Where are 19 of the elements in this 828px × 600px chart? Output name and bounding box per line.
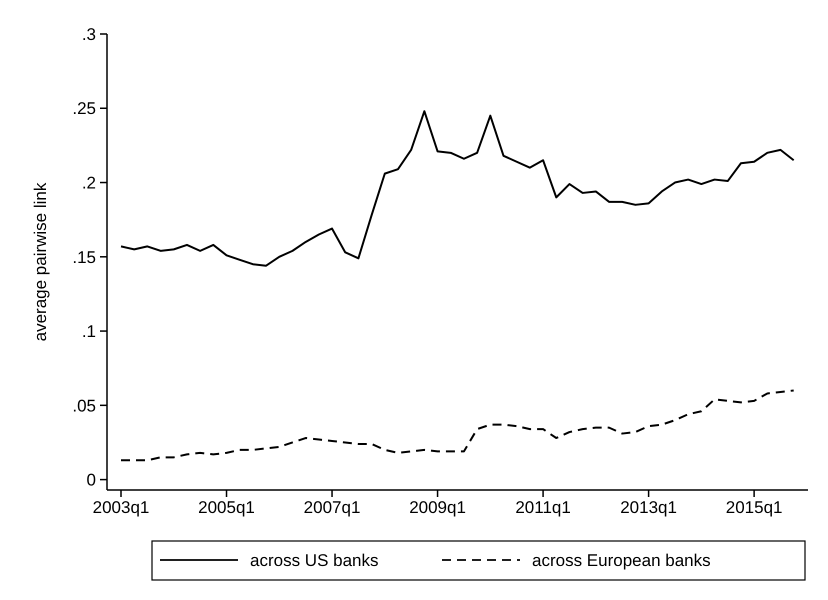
x-tick-label: 2011q1 xyxy=(515,498,571,517)
x-tick-label: 2003q1 xyxy=(92,498,150,517)
x-tick-label: 2015q1 xyxy=(726,498,782,517)
line-series xyxy=(120,110,795,267)
y-tick-label: .1 xyxy=(82,322,96,342)
x-tick-label: 2005q1 xyxy=(198,498,255,517)
y-tick-label: 0 xyxy=(86,470,96,490)
x-tick-label: 2009q1 xyxy=(409,498,466,517)
line-series xyxy=(120,389,795,462)
x-tick-label: 2007q1 xyxy=(304,498,360,517)
x-tick-label: 2013q1 xyxy=(620,498,677,517)
y-tick-label: .15 xyxy=(72,248,96,267)
y-tick-label: .2 xyxy=(82,173,96,192)
y-tick-label: .3 xyxy=(82,24,96,44)
y-tick-label: .25 xyxy=(72,99,96,118)
y-axis-title: average pairwise link xyxy=(31,182,50,342)
legend-label: across European banks xyxy=(532,550,711,570)
legend-label: across US banks xyxy=(250,550,378,570)
y-tick-label: .05 xyxy=(72,396,96,416)
